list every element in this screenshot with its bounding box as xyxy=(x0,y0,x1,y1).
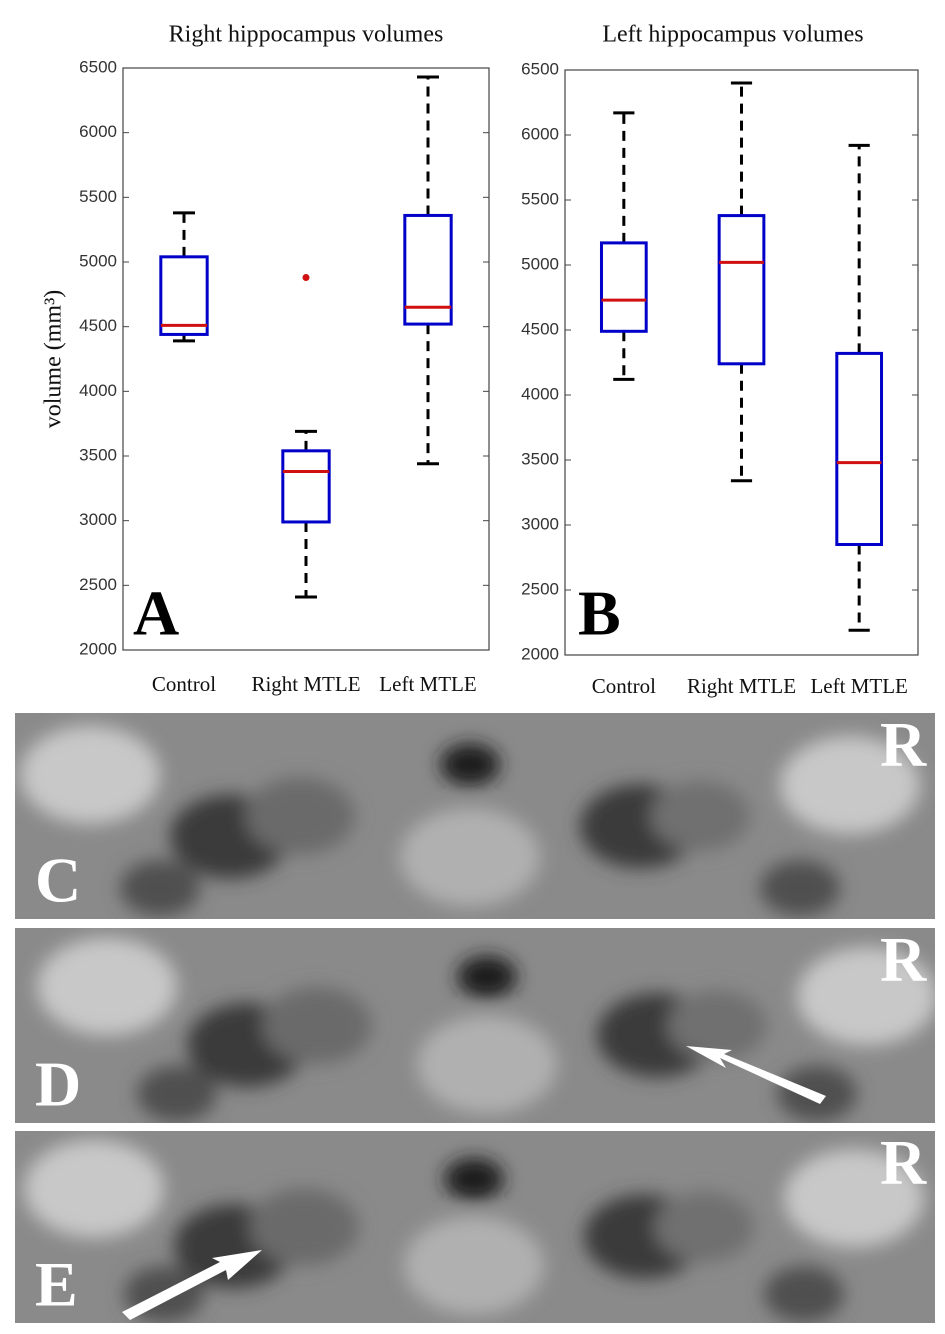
side-label: R xyxy=(880,1127,927,1198)
mri-structure xyxy=(654,1192,754,1262)
y-tick-label: 4500 xyxy=(79,316,117,335)
mri-structure xyxy=(404,1216,544,1315)
mri-structure xyxy=(760,860,840,917)
y-tick-label: 3500 xyxy=(79,445,117,464)
outlier xyxy=(302,274,310,282)
mri-structure xyxy=(797,947,935,1046)
mri-structure xyxy=(444,1158,504,1200)
y-tick-label: 3000 xyxy=(79,510,117,529)
y-tick-label: 5500 xyxy=(521,189,559,208)
y-tick-label: 3500 xyxy=(521,449,559,468)
box xyxy=(159,255,209,336)
mri-structure xyxy=(784,1149,924,1248)
mri-structure xyxy=(400,808,540,907)
mri-structure xyxy=(137,1065,217,1122)
x-tick-label: Left MTLE xyxy=(810,674,907,698)
y-tick-label: 2000 xyxy=(79,639,117,658)
x-tick-label: Control xyxy=(152,672,216,696)
x-tick-label: Left MTLE xyxy=(379,672,476,696)
arrow xyxy=(122,1250,262,1320)
x-tick-label: Control xyxy=(592,674,656,698)
y-tick-label: 2500 xyxy=(79,575,117,594)
mri-structure xyxy=(262,987,372,1064)
y-tick-label: 5500 xyxy=(79,187,117,206)
mri-structure xyxy=(120,860,200,917)
side-label: R xyxy=(880,924,927,995)
mri-structure xyxy=(249,1188,359,1266)
y-tick-label: 6000 xyxy=(521,124,559,143)
box xyxy=(835,351,884,546)
mri-structure xyxy=(764,1266,844,1323)
box xyxy=(717,214,766,366)
side-label: R xyxy=(880,709,927,780)
plot-frame xyxy=(564,69,919,656)
mri-image xyxy=(15,928,935,1123)
chart-title: Left hippocampus volumes xyxy=(602,22,863,48)
mri-structure xyxy=(245,777,355,855)
y-tick-label: 4000 xyxy=(521,384,559,403)
y-tick-label: 2500 xyxy=(521,579,559,598)
mri-structure xyxy=(667,990,767,1061)
panel-letter: A xyxy=(133,578,179,649)
box xyxy=(281,449,331,524)
y-tick-label: 4000 xyxy=(79,381,117,400)
y-tick-label: 6000 xyxy=(79,122,117,141)
x-tick-label: Right MTLE xyxy=(251,672,360,696)
y-tick-label: 3000 xyxy=(521,514,559,533)
mri-texture xyxy=(20,725,920,917)
y-tick-label: 4500 xyxy=(521,319,559,338)
y-tick-label: 2000 xyxy=(521,644,559,663)
mri-structure xyxy=(650,781,750,851)
y-tick-label: 6500 xyxy=(79,57,117,76)
mri-image xyxy=(15,713,935,919)
y-axis-label: volume (mm³) xyxy=(41,290,67,429)
panel-letter: B xyxy=(578,578,621,649)
box xyxy=(599,241,648,333)
chart-title: Right hippocampus volumes xyxy=(169,22,444,48)
y-tick-label: 5000 xyxy=(521,254,559,273)
mri-texture xyxy=(37,937,935,1122)
y-tick-label: 6500 xyxy=(521,59,559,78)
mri-structure xyxy=(20,725,160,824)
mri-structure xyxy=(457,955,517,998)
mri-structure xyxy=(417,1015,557,1114)
arrow xyxy=(686,1046,826,1104)
image-label: E xyxy=(35,1249,78,1320)
mri-structure xyxy=(37,937,177,1036)
mri-texture xyxy=(24,1139,924,1323)
mri-structure xyxy=(780,736,920,835)
y-tick-label: 5000 xyxy=(79,251,117,270)
mri-image xyxy=(15,1131,935,1323)
x-tick-label: Right MTLE xyxy=(687,674,796,698)
image-label: C xyxy=(35,845,81,916)
mri-structure xyxy=(440,743,500,786)
image-label: D xyxy=(35,1049,81,1120)
plot-frame xyxy=(122,67,490,651)
mri-structure xyxy=(24,1139,164,1238)
